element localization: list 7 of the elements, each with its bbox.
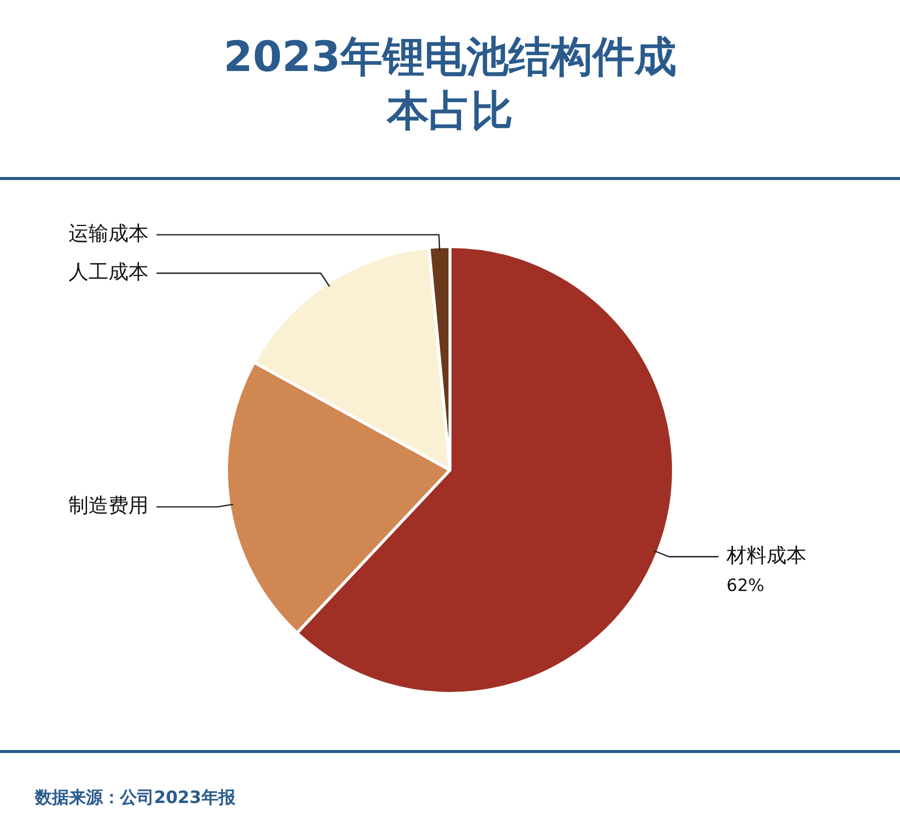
chart-title: 2023年锂电池结构件成本占比	[222, 31, 678, 137]
slice-label: 运输成本	[68, 220, 148, 245]
slice-label: 人工成本	[68, 259, 148, 284]
source-note: 数据来源：公司2023年报	[35, 787, 236, 809]
data-label: 62%	[726, 576, 764, 596]
slice-label: 制造费用	[68, 493, 148, 518]
slice-label: 材料成本	[726, 542, 806, 567]
